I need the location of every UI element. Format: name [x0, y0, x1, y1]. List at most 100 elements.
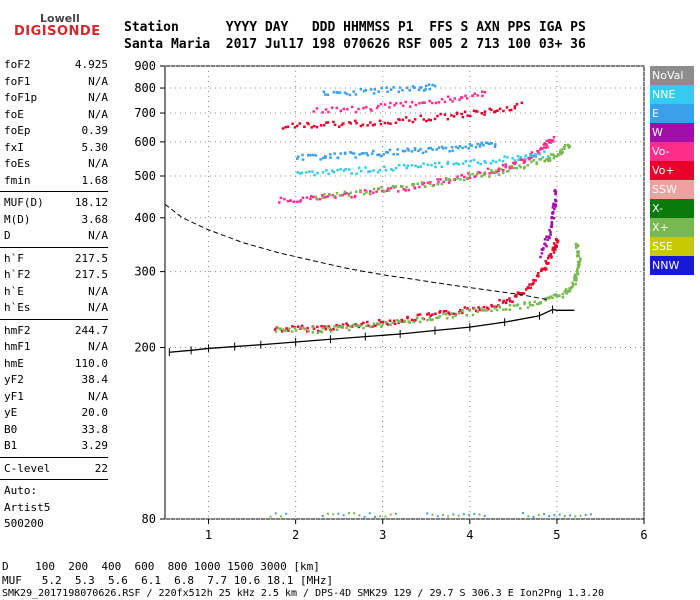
param-key: M(D) — [4, 212, 31, 226]
echo-point — [442, 312, 445, 315]
param-key: h`F — [4, 251, 24, 265]
echo-point — [311, 195, 315, 199]
echo-point — [394, 166, 398, 170]
echo-point — [325, 325, 329, 328]
echo-point — [447, 177, 451, 181]
noise-point — [584, 513, 587, 516]
echo-point — [568, 289, 572, 293]
echo-point — [543, 150, 546, 153]
echo-point — [328, 153, 332, 156]
echo-point — [554, 293, 557, 296]
echo-point — [448, 98, 452, 101]
echo-point — [554, 238, 558, 241]
echo-point — [563, 290, 567, 293]
param-value: N/A — [88, 340, 108, 353]
echo-point — [466, 114, 469, 117]
echo-point — [309, 195, 313, 198]
echo-point — [498, 306, 502, 309]
echo-point — [523, 165, 526, 169]
echo-point — [464, 145, 467, 149]
param-key: hmF1 — [4, 340, 31, 353]
echo-point — [433, 161, 437, 165]
echo-point — [457, 312, 461, 315]
echo-point — [522, 167, 526, 170]
param-key: B0 — [4, 422, 18, 436]
echo-point — [389, 323, 392, 326]
echo-point — [545, 244, 548, 248]
param-fof1: foF1 N/A — [4, 75, 108, 91]
echo-point — [474, 174, 477, 178]
echo-point — [321, 170, 325, 174]
echo-point — [519, 307, 522, 310]
echo-point — [349, 150, 352, 154]
echo-point — [332, 90, 336, 94]
echo-point — [322, 90, 326, 94]
footer-distance: D 100 200 400 600 800 1000 1500 3000 [km… — [2, 560, 320, 573]
echo-point — [431, 83, 434, 87]
echo-point — [445, 178, 448, 182]
noise-point — [342, 514, 345, 517]
header-values: Santa Maria 2017 Jul17 198 070626 RSF 00… — [124, 37, 586, 52]
echo-point — [483, 171, 487, 174]
echo-point — [459, 308, 462, 312]
echo-point — [518, 291, 521, 295]
param-key: hmE — [4, 356, 24, 370]
echo-point — [286, 199, 290, 203]
echo-point — [460, 173, 463, 177]
echo-point — [354, 190, 358, 193]
echo-point — [494, 160, 498, 164]
echo-point — [378, 168, 382, 172]
echo-point — [502, 109, 505, 113]
echo-point — [566, 290, 570, 293]
param-b1: B1 3.29 — [4, 439, 108, 455]
echo-point — [446, 95, 450, 99]
echo-point — [376, 170, 380, 174]
echo-point — [520, 158, 523, 161]
param-key: foEp — [4, 124, 31, 137]
y-tick-label: 800 — [134, 81, 156, 95]
echo-point — [300, 324, 304, 328]
param-value: N/A — [88, 301, 108, 314]
echo-point — [428, 316, 432, 320]
echo-point — [366, 153, 369, 157]
echo-point — [312, 153, 315, 157]
echo-point — [514, 295, 518, 298]
param-value: N/A — [88, 229, 108, 242]
param-value: 110.0 — [74, 356, 108, 370]
echo-point — [549, 230, 552, 234]
param-d: D N/A — [4, 229, 108, 245]
echo-point — [554, 190, 558, 194]
noise-point — [368, 512, 371, 515]
echo-point — [490, 108, 493, 112]
echo-point — [552, 216, 556, 220]
echo-point — [488, 107, 492, 111]
echo-point — [389, 122, 392, 125]
auto-l3: 500200 — [4, 517, 44, 530]
echo-point — [474, 145, 478, 149]
logo-product: DIGISONDE — [14, 24, 101, 39]
echo-point — [296, 325, 300, 328]
echo-point — [412, 182, 416, 186]
echo-point — [480, 175, 484, 178]
echo-point — [460, 96, 464, 99]
echo-point — [554, 205, 557, 208]
echo-point — [326, 195, 329, 198]
footer-file-info: SMK29_2017198070626.RSF / 220fx512h 25 k… — [2, 588, 605, 599]
echo-point — [384, 321, 388, 324]
echo-point — [454, 314, 457, 317]
noise-point — [532, 515, 535, 518]
param-value: 3.29 — [81, 439, 109, 452]
echo-point — [464, 160, 468, 163]
param-value: N/A — [88, 157, 108, 170]
echo-point — [332, 195, 336, 198]
echo-point — [543, 159, 547, 163]
echo-point — [312, 327, 316, 330]
echo-point — [321, 326, 325, 330]
echo-point — [359, 124, 363, 128]
echo-point — [437, 146, 441, 149]
echo-point — [539, 255, 542, 259]
echo-point — [574, 274, 577, 278]
echo-point — [479, 162, 482, 166]
legend-item-vo: Vo- — [650, 142, 694, 161]
echo-point — [481, 309, 485, 312]
